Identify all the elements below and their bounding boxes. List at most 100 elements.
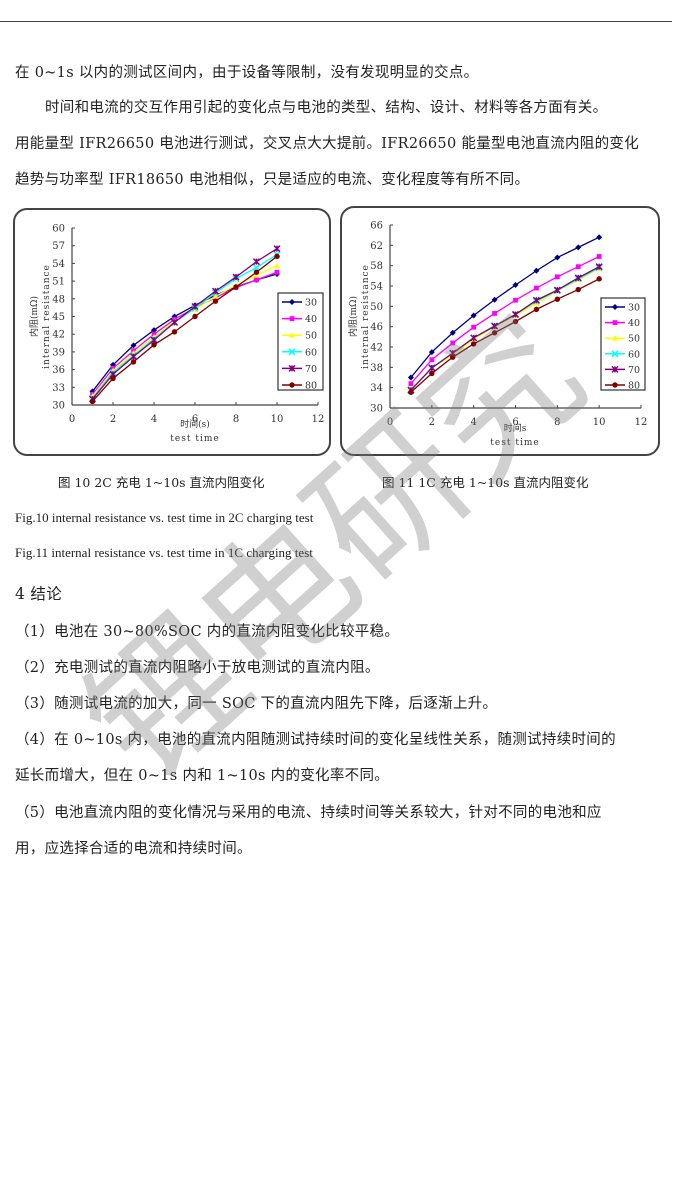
marker-star — [428, 364, 436, 372]
marker-square — [274, 269, 280, 275]
header-rule — [0, 21, 672, 22]
marker-diamond — [407, 374, 414, 381]
x-tick-label: 12 — [312, 414, 325, 425]
legend-label: 60 — [305, 347, 317, 358]
marker-star-stroke — [428, 364, 436, 372]
marker-star-stroke — [595, 263, 603, 271]
marker-circle — [612, 382, 618, 388]
marker-square — [596, 254, 602, 259]
marker-diamond — [470, 312, 477, 319]
x-axis-label-en: test time — [170, 434, 219, 444]
series-line-60 — [410, 267, 600, 391]
marker-star — [470, 334, 478, 342]
marker-x — [611, 350, 619, 358]
marker-diamond — [428, 349, 435, 356]
marker-star — [211, 287, 220, 295]
y-tick-label: 46 — [370, 322, 383, 333]
series-line-60 — [91, 254, 278, 399]
y-tick-label: 33 — [52, 383, 65, 394]
marker-circle — [212, 298, 219, 304]
y-tick-label: 36 — [52, 365, 65, 376]
marker-star — [232, 273, 240, 281]
marker-star — [611, 365, 619, 373]
y-tick-label: 51 — [52, 277, 65, 288]
marker-star — [252, 258, 261, 266]
x-tick-label: 10 — [271, 414, 284, 425]
y-tick-label: 66 — [370, 221, 383, 232]
marker-star-stroke — [553, 286, 561, 294]
marker-x-stroke — [252, 263, 261, 272]
x-axis-label: 时间(s) — [180, 418, 210, 430]
x-tick-label: 6 — [512, 417, 518, 428]
marker-circle — [575, 286, 581, 293]
marker-star — [288, 364, 296, 372]
section-heading: 4 结论 — [15, 585, 62, 603]
y-tick-label: 54 — [370, 282, 383, 293]
x-tick-label: 12 — [635, 417, 648, 428]
marker-triangle — [274, 262, 280, 269]
y-tick-label: 58 — [370, 261, 383, 272]
marker-x — [252, 263, 261, 272]
marker-circle — [408, 389, 414, 395]
fig10-caption-cn: 图 10 2C 充电 1~10s 直流内阻变化 — [58, 475, 265, 490]
conclusion-item: （2）充电测试的直流内阻略小于放电测试的直流内阻。 — [15, 660, 380, 676]
marker-square — [471, 324, 477, 330]
marker-star-stroke — [511, 310, 520, 318]
legend-label: 50 — [628, 334, 640, 345]
marker-star-stroke — [491, 322, 499, 330]
marker-triangle — [289, 332, 295, 338]
marker-square — [408, 381, 414, 386]
y-axis-label: 内阻(mΩ) — [347, 296, 359, 337]
marker-circle — [596, 276, 602, 282]
marker-triangle — [612, 335, 618, 341]
conclusion-item: （1）电池在 30~80%SOC 内的直流内阻变化比较平稳。 — [15, 624, 400, 640]
marker-circle — [192, 313, 198, 320]
marker-star-stroke — [191, 302, 199, 311]
conclusion-item: （3）随测试电流的加大，同一 SOC 下的直流内阻先下降，后逐渐上升。 — [15, 696, 498, 712]
marker-star — [129, 353, 138, 361]
marker-square — [450, 340, 456, 346]
marker-circle — [130, 359, 137, 365]
marker-square — [612, 320, 618, 325]
conclusion-item: 延长而增大，但在 0~1s 内和 1~10s 内的变化率不同。 — [15, 768, 390, 784]
marker-circle — [554, 296, 561, 302]
y-tick-label: 38 — [370, 363, 383, 374]
marker-diamond — [596, 234, 603, 241]
series-line-40 — [410, 255, 600, 385]
marker-circle — [533, 306, 540, 313]
y-axis-label: 内阻(mΩ) — [28, 296, 40, 337]
marker-circle — [491, 330, 498, 336]
marker-square — [289, 316, 295, 321]
marker-diamond — [449, 329, 456, 336]
y-tick-label: 54 — [52, 259, 65, 270]
marker-star-stroke — [532, 296, 540, 304]
marker-star-stroke — [129, 353, 138, 361]
marker-x-stroke — [611, 350, 619, 358]
series-line-50 — [410, 268, 600, 390]
marker-square — [429, 357, 435, 363]
marker-circle — [470, 341, 477, 347]
marker-star — [150, 336, 158, 344]
marker-star-stroke — [170, 318, 179, 326]
marker-circle — [289, 382, 295, 388]
fig11-caption-cn: 图 11 1C 充电 1~10s 直流内阻变化 — [382, 475, 589, 490]
y-tick-label: 42 — [370, 343, 383, 354]
marker-circle — [89, 398, 96, 405]
marker-star-stroke — [288, 364, 296, 372]
chart-fig10: 0 2 4 6 8 10 12 30 33 36 39 42 45 48 51 54 57 60 时间(s) test… — [28, 224, 325, 445]
marker-circle — [450, 354, 456, 360]
marker-star-stroke — [252, 258, 261, 266]
x-tick-label: 4 — [151, 414, 157, 425]
conclusion-item: （5）电池直流内阻的变化情况与采用的电流、持续时间等关系较大，针对不同的电池和应 — [15, 805, 602, 821]
series-line-40 — [91, 271, 278, 395]
marker-square — [254, 277, 259, 283]
marker-circle — [151, 342, 157, 348]
marker-star-stroke — [273, 245, 281, 253]
series-line-70 — [91, 248, 278, 400]
marker-circle — [110, 375, 116, 382]
marker-diamond — [491, 296, 498, 303]
legend-label: 40 — [628, 318, 640, 329]
x-axis-label: 时间s — [504, 422, 527, 434]
series-line-80 — [92, 255, 278, 402]
x-tick-label: 2 — [110, 414, 116, 425]
